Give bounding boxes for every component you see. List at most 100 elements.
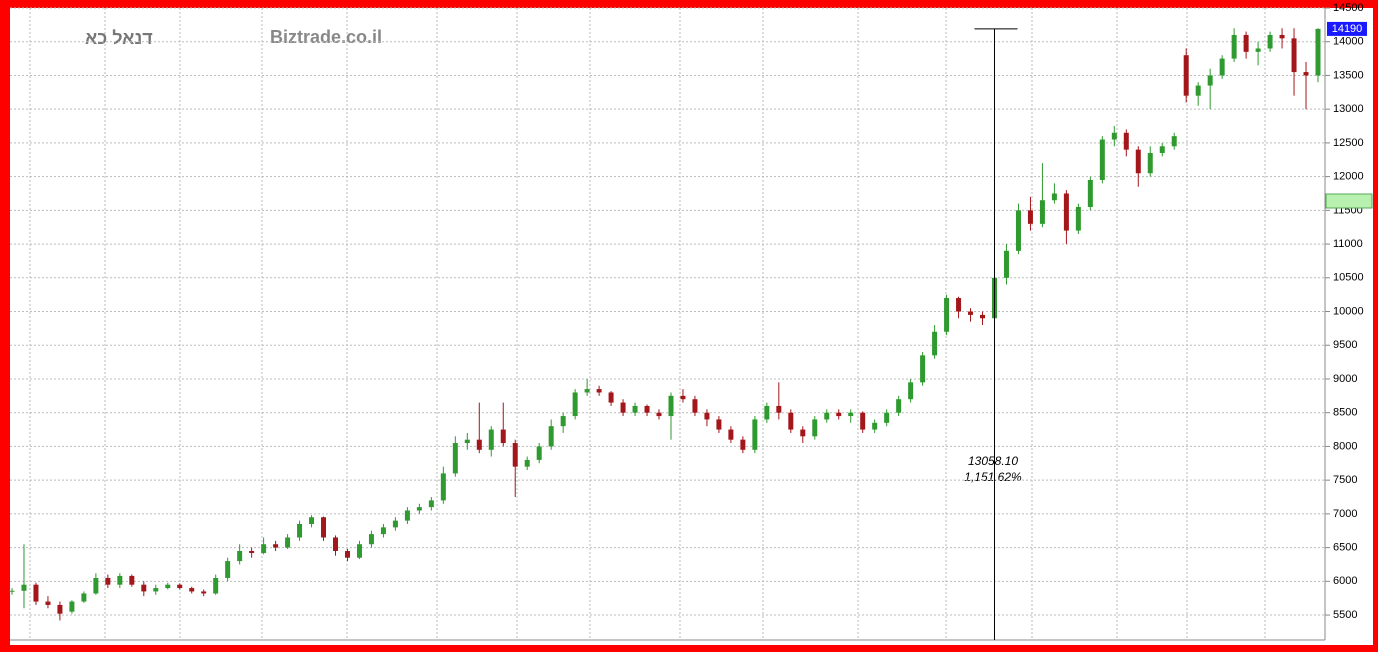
candle-body [932, 331, 938, 356]
candle-body [1039, 200, 1045, 224]
candle-body [608, 392, 614, 403]
candle-body [1315, 28, 1321, 76]
candle-body [776, 405, 782, 413]
candle-body [1291, 38, 1297, 73]
candle-body [201, 591, 207, 594]
candle-body [644, 405, 650, 413]
candle-body [321, 517, 327, 538]
candle-body [273, 544, 279, 548]
candle-body [249, 550, 255, 553]
candle-body [33, 584, 39, 602]
y-tick-label: 12500 [1333, 137, 1364, 149]
plot-background [10, 8, 1373, 645]
candle-body [1015, 210, 1021, 251]
last-price-label: 14190 [1332, 23, 1363, 35]
candle-body [285, 537, 291, 548]
y-tick-label: 11000 [1333, 238, 1363, 250]
candle-body [69, 601, 75, 612]
y-tick-label: 8000 [1333, 440, 1357, 452]
y-tick-label: 9000 [1333, 373, 1357, 385]
candle-body [333, 537, 339, 551]
candle-body [57, 604, 63, 614]
candle-body [1231, 34, 1237, 59]
watermark: Biztrade.co.il [270, 27, 382, 47]
candle-body [213, 577, 219, 594]
chart-title: דנאל כא [85, 28, 153, 48]
candle-body [572, 392, 578, 417]
candle-body [788, 412, 794, 430]
y-tick-label: 14500 [1333, 2, 1364, 14]
y-tick-label: 8500 [1333, 407, 1357, 419]
candle-body [177, 584, 183, 589]
y-tick-label: 10500 [1333, 272, 1364, 284]
candle-body [1267, 34, 1273, 49]
candle-body [416, 507, 422, 511]
candle-body [153, 588, 159, 592]
measure-value: 13058.10 [968, 454, 1018, 468]
candle-body [189, 588, 195, 592]
candle-body [1195, 85, 1201, 96]
candle-body [380, 527, 386, 535]
candle-body [632, 405, 638, 413]
candle-body [584, 389, 590, 393]
candle-body [9, 590, 15, 592]
candle-body [524, 459, 530, 467]
candle-body [716, 419, 722, 430]
candle-body [860, 412, 866, 430]
candle-body [1255, 48, 1261, 52]
candle-body [536, 446, 542, 460]
y-tick-label: 13000 [1333, 103, 1364, 115]
candle-body [1063, 193, 1069, 231]
measure-percent: 1,151.62% [964, 470, 1022, 484]
candle-body [237, 550, 243, 562]
y-tick-label: 13500 [1333, 69, 1364, 81]
candle-body [404, 510, 410, 521]
candle-body [105, 577, 111, 585]
candle-body [944, 298, 950, 332]
candle-body [728, 429, 734, 440]
candle-body [117, 575, 123, 585]
candle-body [129, 575, 135, 585]
candle-body [920, 355, 926, 383]
candle-body [392, 520, 398, 528]
candle-body [1027, 210, 1033, 224]
vertical-grid [29, 8, 1266, 640]
candle-body [824, 412, 830, 420]
candle-body [680, 395, 686, 400]
candle-body [476, 439, 482, 450]
candle-body [836, 412, 842, 417]
y-tick-label: 10000 [1333, 305, 1364, 317]
candle-body [560, 416, 566, 427]
candle-body [848, 412, 854, 417]
candle-body [1183, 55, 1189, 96]
y-tick-label: 7000 [1333, 508, 1357, 520]
candle-body [1219, 58, 1225, 76]
candle-body [488, 429, 494, 450]
candle-body [956, 298, 962, 312]
candle-body [81, 593, 87, 602]
candle-body [548, 426, 554, 447]
candle-body [1087, 179, 1093, 207]
candle-body [692, 399, 698, 413]
candle-body [704, 412, 710, 420]
candle-body [1171, 136, 1177, 147]
candle-body [1003, 250, 1009, 278]
candle-body [1207, 75, 1213, 86]
candle-body [908, 382, 914, 400]
candle-body [464, 439, 470, 444]
candle-body [356, 544, 362, 558]
candle-body [309, 517, 315, 524]
y-tick-label: 9500 [1333, 339, 1357, 351]
candle-body [1123, 132, 1129, 150]
axis-marker [1325, 193, 1373, 209]
candle-body [1075, 206, 1081, 231]
candle-body [1135, 149, 1141, 174]
candle-body [93, 577, 99, 594]
candle-body [872, 422, 878, 430]
candle-body [896, 399, 902, 413]
candle-body [764, 405, 770, 420]
candle-body [452, 443, 458, 474]
candle-body [596, 389, 602, 393]
candle-body [812, 419, 818, 437]
candle-body [225, 561, 231, 578]
